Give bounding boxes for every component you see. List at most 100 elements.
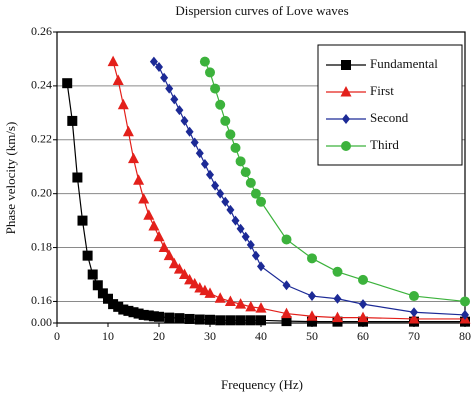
marker: [204, 287, 216, 298]
marker: [210, 83, 221, 94]
legend-marker: [341, 60, 351, 70]
chart-title: Dispersion curves of Love waves: [175, 3, 348, 18]
marker: [332, 311, 343, 323]
marker: [236, 223, 245, 234]
marker: [174, 313, 185, 324]
x-tick-label: 50: [306, 329, 318, 343]
marker: [245, 315, 256, 326]
y-axis-label: Phase velocity (km/s): [3, 122, 18, 235]
marker: [170, 94, 179, 105]
marker: [251, 250, 260, 261]
marker: [333, 293, 342, 304]
marker: [409, 291, 419, 302]
marker: [215, 315, 226, 326]
marker: [108, 299, 119, 310]
marker: [308, 291, 316, 302]
marker: [282, 280, 291, 291]
marker: [194, 314, 205, 325]
marker: [180, 115, 189, 126]
marker: [199, 56, 210, 67]
marker: [155, 62, 163, 73]
marker: [160, 72, 169, 83]
marker: [122, 125, 134, 137]
marker: [189, 277, 201, 289]
marker: [179, 268, 190, 279]
legend-marker: [342, 114, 350, 124]
y-tick-label: 0.22: [31, 132, 52, 146]
x-tick-label: 30: [204, 329, 216, 343]
marker: [307, 316, 317, 327]
x-tick-label: 40: [255, 329, 267, 343]
marker: [235, 156, 246, 167]
marker: [211, 180, 220, 191]
marker: [257, 261, 265, 272]
y-tick-label: 0.00: [31, 315, 52, 329]
marker: [206, 169, 214, 180]
marker: [255, 302, 267, 313]
marker: [205, 67, 215, 78]
marker: [82, 250, 93, 261]
marker: [281, 316, 292, 327]
marker: [118, 304, 129, 315]
legend-label: Fundamental: [370, 56, 438, 71]
marker: [184, 313, 195, 324]
marker: [200, 159, 209, 170]
marker: [224, 295, 236, 306]
marker: [184, 273, 196, 285]
marker: [148, 311, 159, 322]
marker: [410, 307, 418, 318]
x-tick-label: 80: [459, 329, 471, 343]
y-tick-label: 0.16: [31, 293, 52, 307]
marker: [149, 56, 158, 67]
marker: [67, 115, 78, 126]
x-tick-label: 10: [102, 329, 114, 343]
marker: [231, 215, 240, 226]
marker: [168, 257, 180, 269]
marker: [190, 137, 199, 148]
marker: [154, 311, 164, 322]
marker: [148, 220, 160, 231]
marker: [220, 115, 231, 126]
marker: [408, 312, 420, 324]
marker: [158, 241, 170, 253]
marker: [153, 230, 165, 242]
marker: [215, 99, 226, 110]
series: [62, 78, 470, 327]
marker: [128, 152, 139, 164]
marker: [357, 311, 369, 323]
marker: [246, 239, 255, 250]
marker: [123, 305, 134, 316]
legend-label: First: [370, 83, 394, 98]
marker: [281, 307, 292, 319]
marker: [358, 274, 368, 285]
marker: [256, 196, 266, 207]
marker: [235, 298, 247, 309]
marker: [62, 78, 73, 89]
marker: [460, 296, 470, 307]
marker: [97, 288, 108, 299]
marker: [113, 301, 124, 312]
marker: [185, 126, 194, 137]
marker: [461, 309, 469, 320]
marker: [281, 234, 292, 245]
marker: [138, 309, 149, 320]
marker: [307, 253, 317, 264]
y-tick-label: 0.18: [31, 239, 52, 253]
y-tick-label: 0.20: [31, 185, 52, 199]
marker: [240, 167, 251, 178]
marker: [143, 209, 155, 220]
marker: [225, 129, 236, 140]
x-tick-label: 0: [54, 329, 60, 343]
marker: [138, 193, 150, 204]
marker: [87, 269, 98, 280]
marker: [133, 308, 144, 319]
series-line: [153, 61, 466, 316]
marker: [107, 55, 119, 67]
marker: [112, 74, 124, 85]
marker: [205, 314, 215, 325]
marker: [241, 231, 250, 242]
marker: [235, 315, 246, 326]
marker: [250, 188, 261, 199]
marker: [72, 172, 83, 183]
